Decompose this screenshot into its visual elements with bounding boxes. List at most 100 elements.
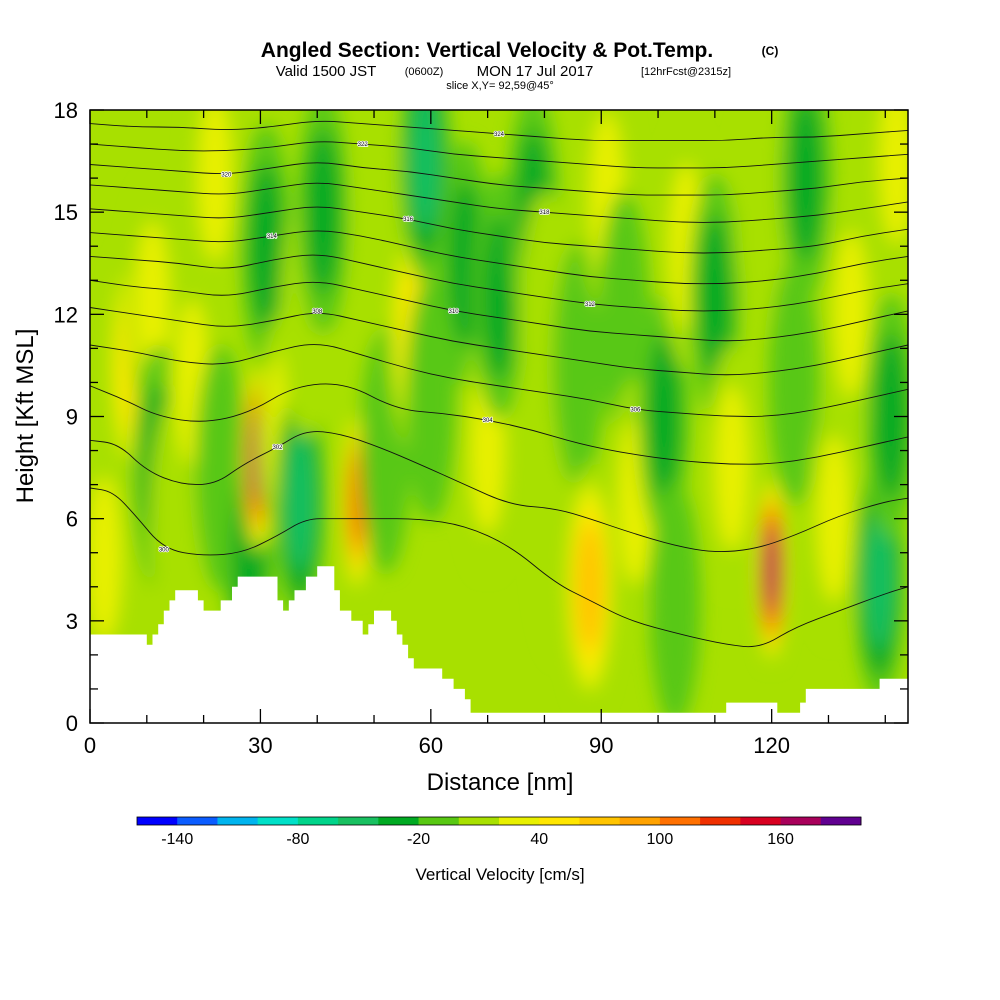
- theta-contour-label: 302: [272, 445, 283, 451]
- theta-contour-line: [90, 206, 908, 254]
- velocity-feature: [576, 523, 603, 650]
- velocity-field: [90, 110, 908, 723]
- velocity-feature: [649, 481, 701, 723]
- velocity-feature: [90, 476, 122, 643]
- x-tick-label: 30: [248, 733, 272, 758]
- colorbar-swatch: [499, 817, 540, 825]
- velocity-feature: [405, 276, 457, 523]
- y-tick-label: 15: [54, 200, 78, 225]
- theta-contour-line: [90, 162, 908, 196]
- title-mark: (C): [762, 44, 779, 58]
- velocity-feature: [410, 110, 440, 231]
- slice-info: slice X,Y= 92,59@45°: [446, 80, 554, 92]
- colorbar-swatch: [257, 817, 299, 825]
- theta-contour-line: [90, 383, 908, 465]
- y-tick-label: 6: [66, 507, 78, 532]
- theta-contour-line: [90, 120, 908, 142]
- colorbar-swatch: [740, 817, 781, 825]
- theta-contour-line: [90, 487, 908, 648]
- valid-date: MON 17 Jul 2017: [477, 63, 594, 80]
- axis-ticks: 0 30 60 90 120 0 3 6 9 12 15 18: [54, 98, 908, 758]
- terrain: [90, 566, 908, 723]
- y-axis-label: Height [Kft MSL]: [12, 329, 39, 504]
- theta-contour-label: 314: [267, 234, 278, 240]
- colorbar-tick-label: 40: [530, 831, 548, 848]
- velocity-feature: [714, 384, 750, 551]
- theta-contour-line: [90, 182, 908, 223]
- theta-contour-label: 316: [403, 217, 414, 223]
- theta-contour-label: 300: [159, 547, 170, 553]
- theta-contour-line: [90, 279, 908, 342]
- y-tick-label: 18: [54, 98, 78, 123]
- velocity-feature: [833, 231, 869, 398]
- theta-contour-label: 318: [539, 210, 550, 216]
- velocity-feature: [197, 110, 233, 261]
- theta-contour-line: [90, 141, 908, 169]
- theta-contour-label: 322: [358, 142, 369, 148]
- colorbar-swatch: [820, 817, 862, 825]
- colorbar-swatch: [378, 817, 419, 825]
- velocity-feature: [598, 191, 650, 437]
- theta-contour-label: 312: [585, 302, 596, 308]
- y-tick-label: 0: [66, 711, 78, 736]
- colorbar-tick-label: -20: [407, 831, 430, 848]
- theta-contour-line: [90, 307, 908, 376]
- colorbar-label: Vertical Velocity [cm/s]: [415, 865, 584, 884]
- colorbar-swatch: [217, 817, 259, 825]
- velocity-feature: [788, 110, 823, 261]
- colorbar-tick-label: -140: [161, 831, 193, 848]
- theta-contour-label: 306: [630, 408, 641, 414]
- colorbar-swatch: [659, 817, 701, 825]
- velocity-feature: [865, 510, 895, 650]
- velocity-feature: [350, 457, 364, 546]
- y-tick-label: 9: [66, 405, 78, 430]
- colorbar-ticks: -140 -80 -20 40 100 160: [161, 831, 794, 848]
- theta-contours: 300 302 304 306 308 310 312 314 316 318 320 322 324: [90, 120, 908, 648]
- colorbar-tick-label: 100: [647, 831, 674, 848]
- theta-contour-line: [90, 254, 908, 312]
- colorbar-swatch: [619, 817, 661, 825]
- forecast-info: [12hrFcst@2315z]: [641, 66, 731, 78]
- plot-area: 300 302 304 306 308 310 312 314 316 318 320 322 324: [90, 110, 908, 723]
- colorbar-tick-label: 160: [767, 831, 794, 848]
- colorbar-swatch: [458, 817, 500, 825]
- y-tick-label: 12: [54, 302, 78, 327]
- velocity-feature: [135, 221, 170, 387]
- theta-contour-label: 320: [221, 173, 232, 179]
- velocity-feature: [765, 529, 778, 611]
- velocity-feature: [305, 129, 341, 295]
- theta-contour-line: [90, 431, 908, 553]
- velocity-feature: [248, 163, 284, 329]
- colorbar-tick-label: -80: [286, 831, 309, 848]
- velocity-feature: [285, 432, 315, 572]
- velocity-feature: [697, 214, 733, 381]
- colorbar-frame: [136, 816, 862, 826]
- theta-contour-label: 324: [494, 132, 505, 138]
- colorbar-swatch: [137, 817, 178, 825]
- colorbar-swatch: [338, 817, 379, 825]
- chart-title: Angled Section: Vertical Velocity & Pot.…: [261, 39, 713, 62]
- valid-time-prefix: Valid 1500 JST: [276, 63, 377, 80]
- colorbar-swatch: [418, 817, 460, 825]
- colorbar-swatch: [539, 817, 580, 825]
- theta-contour-line: [90, 344, 908, 417]
- x-tick-label: 120: [753, 733, 790, 758]
- theta-contour-line: [90, 230, 908, 285]
- colorbar-swatch: [579, 817, 621, 825]
- velocity-feature: [768, 259, 820, 506]
- x-tick-label: 60: [419, 733, 443, 758]
- velocity-feature: [646, 333, 681, 500]
- x-tick-label: 90: [589, 733, 613, 758]
- colorbar-swatch: [297, 817, 339, 825]
- theta-contour-label: 308: [312, 309, 323, 315]
- theta-contour-label: 310: [449, 309, 460, 315]
- velocity-feature: [481, 214, 517, 381]
- x-tick-label: 0: [84, 733, 96, 758]
- colorbar-swatch: [780, 817, 822, 825]
- valid-time-zulu: (0600Z): [405, 66, 444, 78]
- x-axis-label: Distance [nm]: [427, 769, 574, 796]
- colorbar-swatch: [700, 817, 741, 825]
- y-tick-label: 3: [66, 609, 78, 634]
- theta-contour-label: 304: [483, 418, 494, 424]
